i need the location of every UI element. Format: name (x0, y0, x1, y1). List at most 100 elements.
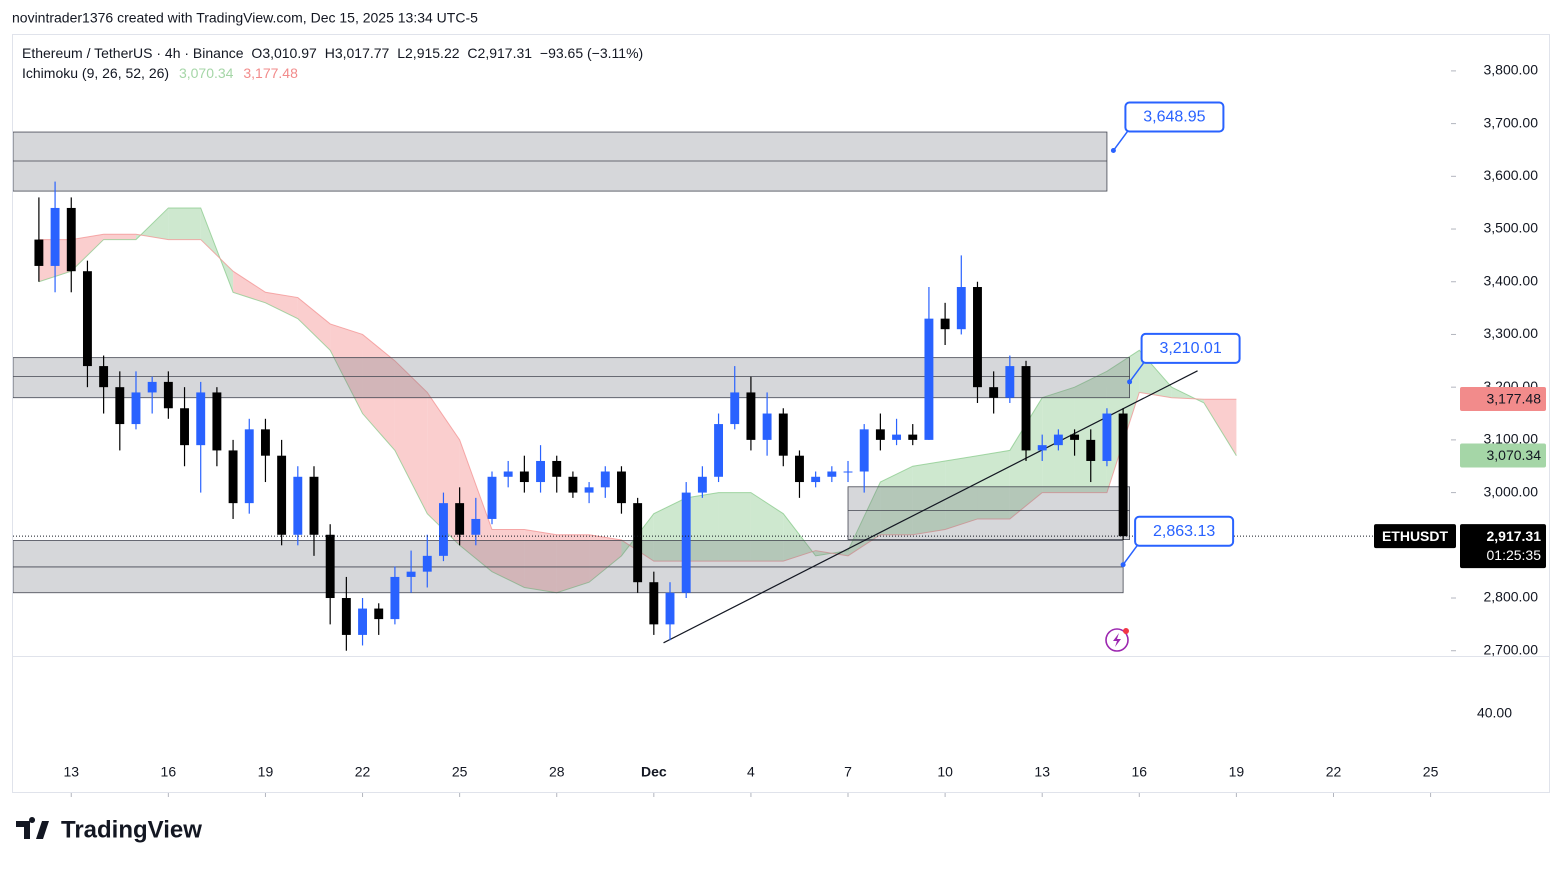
x-tick-label: 16 (1132, 764, 1148, 780)
candle-body (180, 408, 189, 446)
candle-body (1118, 413, 1128, 537)
candle-body (584, 487, 594, 493)
candle-body (697, 476, 707, 493)
candle-body (730, 392, 740, 425)
callout-leader (1122, 545, 1138, 566)
x-tick-label: 4 (747, 764, 755, 780)
x-tick-label: 19 (258, 764, 274, 780)
y-tick-label: 2,800.00 (1484, 589, 1539, 605)
candle-body (649, 582, 659, 625)
candle-body (1037, 445, 1047, 451)
callout-box (1134, 515, 1235, 547)
callout-label: 3,210.01 (1159, 340, 1221, 357)
candle-body (1070, 434, 1080, 440)
x-tick-label: 25 (452, 764, 468, 780)
ohlc-key: O (251, 45, 262, 61)
x-tick-label: 13 (1034, 764, 1050, 780)
candle-body (746, 392, 756, 440)
y-tick-label: 3,600.00 (1484, 167, 1539, 183)
candle-body (989, 387, 999, 398)
cloud-segment (653, 497, 687, 562)
cloud-segment (233, 271, 266, 303)
symbol-badge-label: ETHUSDT (1382, 528, 1449, 544)
cloud-segment (750, 492, 784, 562)
candle-body (131, 392, 141, 425)
y-tick-label: 3,000.00 (1484, 483, 1539, 499)
legend: Ethereum / TetherUS · 4h · Binance O3,01… (22, 45, 643, 61)
cloud-segment (427, 392, 460, 546)
ohlc-value: 2,917.31 (478, 45, 533, 61)
cloud-segment (686, 492, 719, 562)
candle-body (487, 476, 497, 519)
alert-bolt (1113, 633, 1121, 647)
candle-body (665, 592, 675, 625)
candle-body (568, 476, 578, 493)
indicator-badge-label: 3,177.48 (1487, 391, 1542, 407)
cloud-segment (71, 234, 104, 272)
cloud-segment (556, 534, 590, 593)
candle-body (875, 429, 885, 440)
candle-body (940, 318, 950, 330)
ohlc-key: C (467, 45, 477, 61)
candle-body (973, 287, 982, 388)
change: −93.65 (−3.11%) (540, 45, 643, 61)
lower-pane-tick-label: 40.00 (1477, 705, 1512, 721)
candle-body (795, 455, 804, 483)
candle-body (244, 429, 254, 504)
chart-frame (12, 34, 1550, 793)
callout-label: 2,863.13 (1153, 523, 1215, 540)
candle-body (374, 608, 384, 620)
zone (13, 131, 1108, 192)
candle-body (66, 207, 76, 272)
logo-icon (16, 817, 49, 839)
candle-body (1005, 366, 1015, 398)
x-tick-label: 13 (63, 764, 79, 780)
candle-body (309, 476, 319, 535)
callout-point (1120, 562, 1126, 568)
candle-body (811, 476, 821, 483)
callout-leader (1112, 131, 1129, 151)
cloud-segment (330, 323, 363, 414)
candle-body (341, 598, 351, 635)
indicator-name: Ichimoku (9, 26, 52, 26) (22, 65, 169, 81)
symbol-badge (1374, 524, 1456, 549)
alert-dot (1123, 628, 1129, 634)
y-tick-label: 3,500.00 (1484, 220, 1539, 236)
candle-body (455, 503, 465, 535)
indicator-badge (1460, 387, 1546, 412)
indicator-value: 3,070.34 (179, 65, 234, 81)
indicator-legend: Ichimoku (9, 26, 52, 26) 3,070.34 3,177.… (22, 65, 298, 81)
candle-body (778, 413, 788, 456)
ohlc-value: 3,017.77 (335, 45, 390, 61)
cloud-segment (103, 234, 136, 240)
ohlc-key: H (325, 45, 335, 61)
cloud-segment (168, 207, 201, 240)
y-tick-label: 3,300.00 (1484, 325, 1539, 341)
candle-body (422, 555, 432, 572)
zone (13, 357, 1130, 399)
candle-body (115, 387, 125, 425)
candle-body (681, 492, 691, 593)
candle-body (163, 381, 173, 409)
candle-body (228, 450, 238, 504)
candle-body (406, 571, 416, 577)
zone (847, 486, 1130, 540)
cloud-segment (362, 334, 395, 451)
candle-body (196, 392, 206, 446)
candle-body (924, 318, 934, 440)
candle-body (843, 471, 853, 473)
cloud-segment (783, 513, 816, 562)
x-tick-label: 28 (549, 764, 565, 780)
indicator-badge-label: 3,070.34 (1487, 447, 1542, 463)
candle-body (600, 471, 610, 488)
x-tick-label: Dec (641, 764, 667, 780)
candle-body (536, 460, 545, 483)
y-tick-label: 3,100.00 (1484, 431, 1539, 447)
candle-body (1053, 434, 1063, 446)
indicator-value: 3,177.48 (243, 65, 298, 81)
x-tick-label: 22 (355, 764, 371, 780)
ohlc-value: 2,915.22 (405, 45, 460, 61)
ohlc-key: L (397, 45, 405, 61)
callout-label: 3,648.95 (1143, 109, 1205, 126)
